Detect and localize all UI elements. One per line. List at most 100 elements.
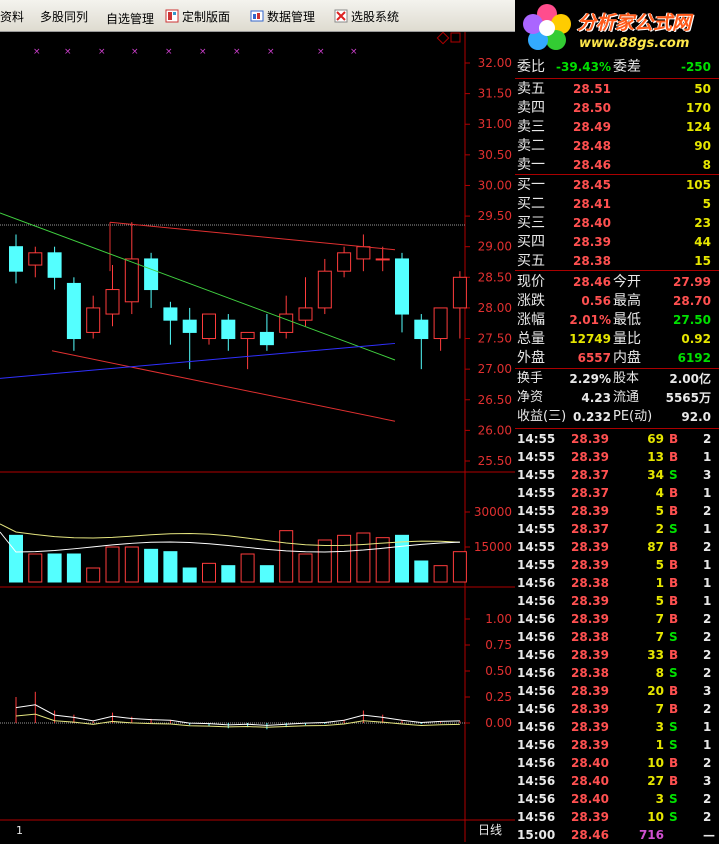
tick-row: 14:56 28.39 1 S 1: [515, 736, 719, 754]
candle-body: [240, 331, 255, 340]
tick-price: 28.37: [571, 468, 609, 482]
tick-volume: 5: [655, 504, 664, 518]
tick-volume: 7: [655, 702, 664, 716]
stat-label: 最高: [613, 293, 641, 309]
tick-time: 14:55: [517, 486, 556, 500]
fin-value: 2.29%: [569, 372, 611, 386]
tick-volume: 7: [655, 612, 664, 626]
level-label: 买四: [517, 234, 545, 250]
toolbar-item-label: 多股同列: [40, 10, 89, 24]
tick-row: 14:55 28.39 69 B 2: [515, 430, 719, 448]
tick-price: 28.38: [571, 630, 609, 644]
tick-side: S: [669, 522, 678, 536]
tick-count: 1: [703, 576, 712, 590]
tick-time: 14:55: [517, 432, 556, 446]
toolbar-item-stock-select[interactable]: 选股系统: [334, 7, 399, 27]
volume-bar: [47, 553, 62, 583]
level-price: 28.48: [573, 139, 611, 153]
fin-label: 净资: [517, 390, 544, 405]
stat-value: 6557: [577, 351, 611, 365]
level-volume: 90: [694, 139, 711, 153]
sell-level-row: 卖四 28.50 170: [515, 99, 719, 117]
volume-bar: [221, 565, 236, 583]
candle-body: [28, 252, 43, 266]
stat-row: 涨跌 0.56 最高 28.70: [515, 292, 719, 310]
tick-price: 28.38: [571, 576, 609, 590]
buy-level-row: 买一 28.45 105: [515, 176, 719, 194]
toolbar-item-data[interactable]: 数据管理: [250, 7, 315, 27]
tick-side: B: [669, 594, 679, 608]
candle-body: [144, 258, 159, 291]
candle-body: [433, 307, 448, 340]
candle-body: [356, 246, 371, 260]
tick-time: 15:00: [517, 828, 556, 842]
tick-row: 14:55 28.39 13 B 1: [515, 448, 719, 466]
volume-bar: [202, 562, 216, 583]
quote-panel: 委比 -39.43% 委差 -250 卖五 28.51 50 卖四 28.50 170 卖三…: [515, 56, 719, 842]
toolbar-item-label: 定制版面: [182, 10, 231, 24]
price-tick-label: 32.00: [478, 56, 512, 70]
stat-row: 外盘 6557 内盘 6192: [515, 349, 719, 367]
chart-area[interactable]: × × × × × × × × × × 32.00 31.50 31.00 30.50 30.00 29.5…: [0, 32, 515, 842]
price-axis: 32.00 31.50 31.00 30.50 30.00 29.50 29.00 28.50…: [465, 56, 512, 468]
tick-price: 28.40: [571, 792, 609, 806]
tick-price: 28.39: [571, 684, 609, 698]
period-label[interactable]: 日线: [478, 823, 502, 837]
fin-value: 5565万: [665, 391, 711, 405]
level-volume: 105: [685, 178, 711, 192]
fin-label: 流通: [613, 390, 640, 405]
stat-label: 现价: [517, 274, 545, 290]
price-tick-label: 26.00: [478, 423, 512, 437]
tick-side: B: [669, 648, 679, 662]
candle-body: [202, 313, 216, 340]
marker-point: ×: [233, 47, 241, 57]
divider: [515, 368, 719, 369]
stat-label: 总量: [517, 331, 545, 347]
volume-bar: [66, 553, 81, 583]
level-price: 28.45: [573, 178, 611, 192]
level-label: 买三: [517, 215, 545, 231]
tick-price: 28.39: [571, 720, 609, 734]
level-price: 28.40: [573, 216, 611, 230]
tick-count: 1: [703, 486, 712, 500]
toolbar: 资料 多股同列 自选管理 定制版面 数据管理 选股系统: [0, 0, 515, 32]
tick-volume: 3: [655, 720, 664, 734]
trend-lines: [0, 212, 396, 422]
tick-row: 14:55 28.39 87 B 2: [515, 538, 719, 556]
level-volume: 50: [694, 82, 711, 96]
fin-row: 收益(三) 0.232 PE(动) 92.0: [515, 408, 719, 426]
toolbar-item-multi-stock[interactable]: 多股同列: [40, 7, 88, 27]
candlestick-series: [9, 222, 467, 370]
divider: [515, 78, 719, 79]
tick-row: 14:56 28.39 7 B 2: [515, 610, 719, 628]
volume-bar: [279, 530, 294, 583]
toolbar-item-watchlist[interactable]: 自选管理: [106, 9, 154, 29]
tick-side: B: [669, 540, 679, 554]
level-price: 28.49: [573, 120, 611, 134]
tick-time: 14:56: [517, 720, 556, 734]
level-label: 买二: [517, 196, 545, 212]
candle-body: [9, 246, 23, 272]
tick-side: B: [669, 684, 679, 698]
toolbar-item-profile[interactable]: 资料: [0, 7, 24, 27]
tick-price: 28.46: [571, 828, 609, 842]
candle-body: [452, 276, 467, 309]
volume-series: [0, 523, 467, 583]
level-label: 卖四: [517, 100, 545, 116]
weibi-row: 委比 -39.43% 委差 -250: [515, 58, 719, 76]
tick-time: 14:55: [517, 540, 556, 554]
bottom-index: 1: [16, 824, 23, 837]
tick-price: 28.39: [571, 540, 609, 554]
green-trend-line: [0, 212, 396, 361]
stat-value: 27.99: [673, 275, 711, 289]
stat-label: 涨幅: [517, 312, 545, 328]
chart-frame: × × × × × × × × × ×: [0, 32, 515, 842]
toolbar-item-layout[interactable]: 定制版面: [165, 7, 230, 27]
tick-count: 2: [703, 432, 712, 446]
tick-row: 14:55 28.37 2 S 1: [515, 520, 719, 538]
tick-time: 14:55: [517, 468, 556, 482]
tick-row: 14:56 28.38 8 S 2: [515, 664, 719, 682]
candle-body: [375, 258, 390, 261]
stat-label: 内盘: [613, 350, 641, 366]
tick-side: B: [669, 702, 679, 716]
